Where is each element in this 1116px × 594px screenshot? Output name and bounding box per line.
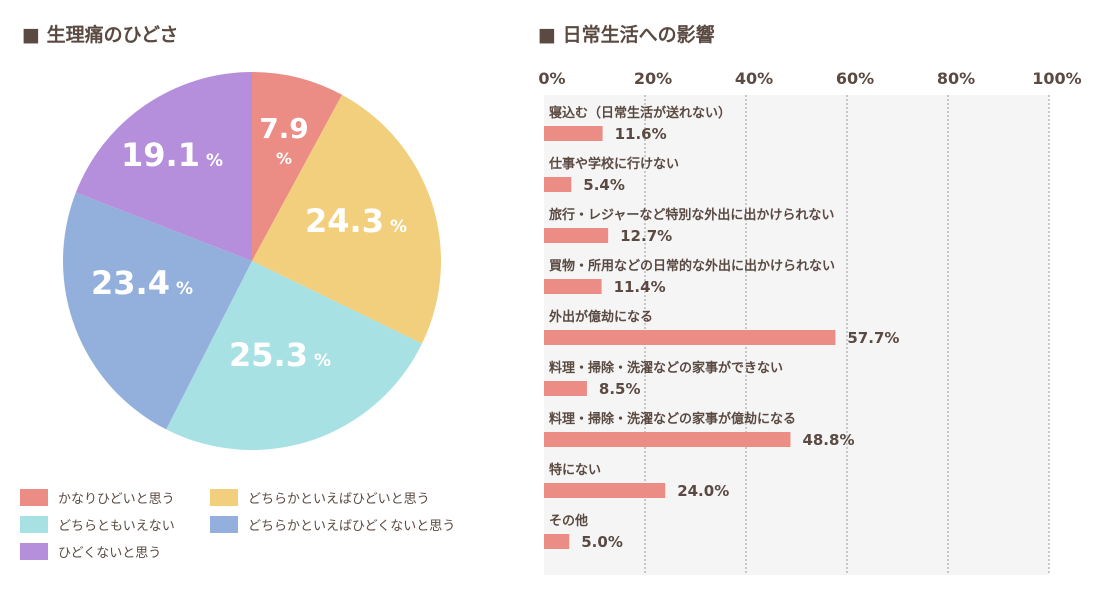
pie-slice [252, 94, 441, 344]
bar-value-label: 48.8% [802, 431, 854, 449]
category-label: 料理・掃除・洗濯などの家事ができない [549, 360, 783, 376]
pie-slice [75, 72, 252, 261]
pie-slice-value-label: 19.1% [121, 136, 223, 174]
category-label: 旅行・レジャーなど特別な外出に出かけられない [549, 207, 834, 223]
category-label: 寝込む（日常生活が送れない） [549, 105, 731, 121]
pie-slice-value-label: 24.3% [305, 202, 407, 240]
category-label: 外出が億劫になる [548, 309, 653, 325]
pie-slice [252, 72, 343, 261]
pie-slice [166, 261, 422, 450]
category-label: 特にない [549, 462, 601, 478]
bar [544, 381, 587, 396]
pie-slice-unit-label: % [276, 149, 292, 168]
bar-value-label: 5.4% [583, 176, 625, 194]
legend-item: どちらともいえない [20, 515, 175, 534]
bar [544, 330, 836, 345]
legend-item: ひどくないと思う [20, 542, 161, 561]
bar [544, 279, 602, 294]
bar [544, 126, 603, 141]
category-label: 買物・所用などの日常的な外出に出かけられない [549, 258, 835, 274]
category-label: その他 [549, 513, 588, 529]
legend-swatch [20, 543, 48, 560]
bar-value-label: 24.0% [677, 482, 729, 500]
x-tick-label: 60% [836, 69, 874, 88]
pie-chart-title: ■ 生理痛のひどさ [22, 24, 179, 46]
legend-label: かなりひどいと思う [58, 492, 175, 507]
pie-chart: 7.9% 24.3 % 25.3 % 23.4 % 19.1% [62, 72, 441, 450]
bar-value-label: 12.7% [620, 227, 672, 245]
legend-item: どちらかといえばひどくないと思う [210, 515, 455, 534]
legend-label: どちらかといえばひどくないと思う [248, 519, 456, 534]
legend-item: どちらかといえばひどいと思う [210, 488, 430, 507]
category-label: 仕事や学校に行けない [548, 156, 679, 172]
legend-item: かなりひどいと思う [20, 488, 175, 507]
pie-slice [62, 192, 253, 430]
category-label: 料理・掃除・洗濯などの家事が億劫になる [549, 411, 796, 427]
legend-swatch [210, 516, 238, 533]
bar [544, 228, 609, 243]
bar-value-label: 5.0% [581, 533, 623, 551]
legend-label: どちらともいえない [58, 519, 175, 534]
bar-value-label: 8.5% [599, 380, 641, 398]
x-tick-label: 40% [735, 69, 773, 88]
legend-swatch [210, 489, 238, 506]
x-tick-label: 100% [1032, 69, 1081, 88]
bar-value-label: 11.6% [615, 125, 667, 143]
pie-slice-value-label: 23.4% [91, 264, 193, 302]
bar [544, 534, 570, 549]
x-tick-label: 80% [937, 69, 975, 88]
bar [544, 177, 572, 192]
bar-value-label: 11.4% [614, 278, 666, 296]
pie-slice-value-label: 25.3% [229, 336, 331, 374]
x-tick-label: 0% [538, 69, 565, 88]
x-tick-label: 20% [634, 69, 672, 88]
pie-slice-value-label: 7.9 [259, 112, 309, 145]
legend-swatch [20, 516, 48, 533]
legend-label: ひどくないと思う [58, 546, 162, 561]
bar [544, 483, 666, 498]
legend-label: どちらかといえばひどいと思う [248, 492, 430, 507]
bar-chart-title: ■ 日常生活への影響 [538, 24, 715, 46]
legend-swatch [20, 489, 48, 506]
bar-value-label: 57.7% [847, 329, 899, 347]
bar [544, 432, 791, 447]
